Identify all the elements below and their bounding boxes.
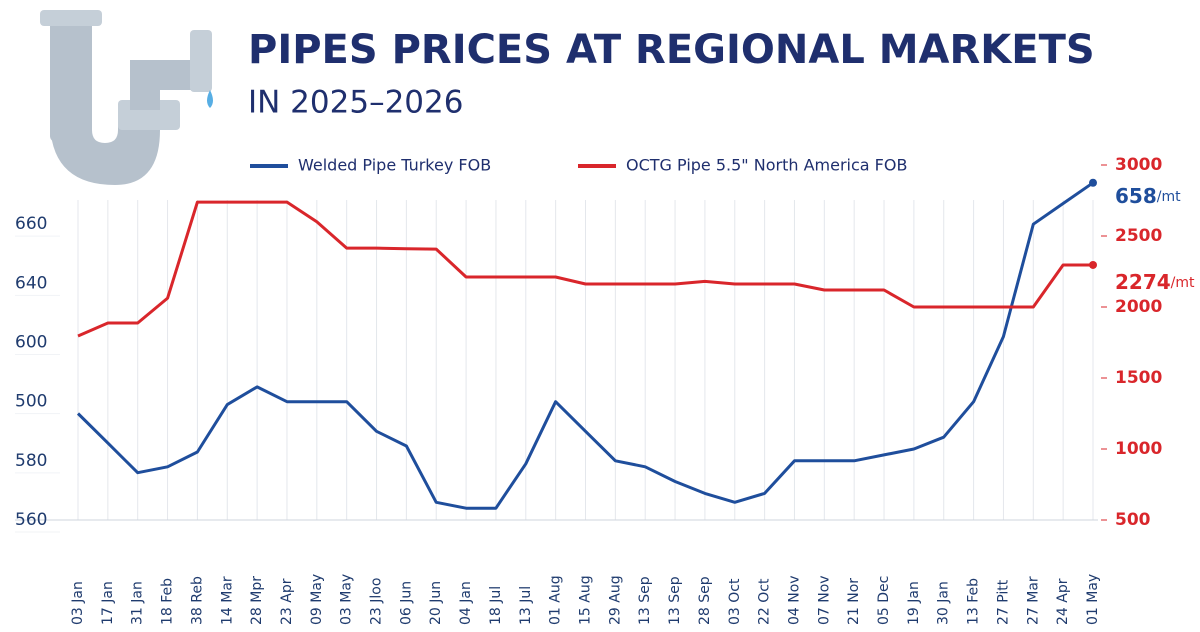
x-tick-label: 28 Mpr	[249, 576, 265, 625]
x-tick-label: 13 Sep	[667, 576, 683, 625]
x-tick-label: 24 Apr	[1055, 578, 1071, 625]
end-label: 2274/mt	[1115, 270, 1195, 294]
y2-tick-label: 2000	[1115, 297, 1162, 317]
series-line	[77, 200, 1093, 338]
x-tick-label: 30 Jan	[936, 581, 952, 625]
y-tick-label: 580	[15, 451, 47, 471]
x-tick-label: 22 Oct	[757, 578, 773, 625]
y-tick-label: 640	[15, 273, 47, 293]
end-unit: /mt	[1157, 189, 1181, 205]
x-tick-label: 06 Jun	[398, 581, 414, 625]
x-tick-label: 29 Aug	[607, 575, 623, 625]
x-tick-label: 03 May	[339, 574, 355, 625]
x-tick-label: 14 Mar	[219, 576, 235, 625]
series-line	[76, 181, 1094, 510]
x-tick-label: 38 Reb	[189, 576, 205, 625]
x-tick-label: 17 Jan	[100, 581, 116, 625]
x-tick-label: 13 Feb	[966, 578, 982, 625]
end-point	[1089, 178, 1097, 187]
y-tick-label: 500	[15, 392, 47, 412]
x-tick-label: 07 Nov	[816, 575, 832, 625]
x-tick-label: 15 Aug	[578, 575, 594, 625]
y2-tick-label: 3000	[1115, 155, 1162, 175]
y2-tick-label: 1500	[1115, 368, 1162, 388]
y-tick-label: 660	[15, 214, 47, 234]
x-tick-label: 01 May	[1085, 574, 1101, 625]
y2-tick-label: 500	[1115, 510, 1151, 530]
end-value: 658	[1115, 184, 1157, 208]
pipe-icon	[40, 10, 213, 185]
chart-title: PIPES PRICES AT REGIONAL MARKETS	[248, 27, 1095, 73]
x-tick-label: 18 Jul	[488, 586, 504, 625]
x-tick-label: 13 Sep	[637, 576, 653, 625]
end-point	[1089, 260, 1097, 269]
x-tick-label: 23 Apr	[279, 578, 295, 625]
x-tick-label: 27 Pitt	[995, 579, 1011, 625]
x-tick-label: 13 Jul	[518, 586, 534, 625]
legend-label: Welded Pipe Turkey FOB	[298, 156, 491, 175]
end-label: 658/mt	[1115, 184, 1181, 208]
x-tick-label: 04 Nov	[786, 575, 802, 625]
x-tick-label: 04 Jan	[458, 581, 474, 625]
x-tick-label: 03 Jan	[70, 581, 86, 625]
x-tick-label: 21 Nor	[846, 578, 862, 625]
x-tick-label: 05 Dec	[876, 576, 892, 625]
y-tick-label: 560	[15, 510, 47, 530]
x-tick-label: 09 May	[309, 574, 325, 625]
end-unit: /mt	[1171, 275, 1195, 291]
x-tick-label: 20 Jun	[428, 581, 444, 625]
chart-subtitle: IN 2025–2026	[248, 85, 463, 121]
x-tick-label: 23 Jloo	[369, 578, 385, 625]
x-tick-label: 31 Jan	[130, 581, 146, 625]
x-tick-label: 27 Mar	[1025, 576, 1041, 625]
x-tick-label: 01 Aug	[548, 575, 564, 625]
y2-tick-label: 2500	[1115, 226, 1162, 246]
x-tick-label: 19 Jan	[906, 581, 922, 625]
legend-label: OCTG Pipe 5.5" North America FOB	[626, 156, 907, 175]
x-tick-label: 03 Oct	[727, 578, 743, 625]
x-tick-label: 18 Feb	[160, 578, 176, 625]
end-value: 2274	[1115, 270, 1171, 294]
x-tick-label: 28 Sep	[697, 576, 713, 625]
y-tick-label: 600	[15, 333, 47, 353]
y2-tick-label: 1000	[1115, 439, 1162, 459]
